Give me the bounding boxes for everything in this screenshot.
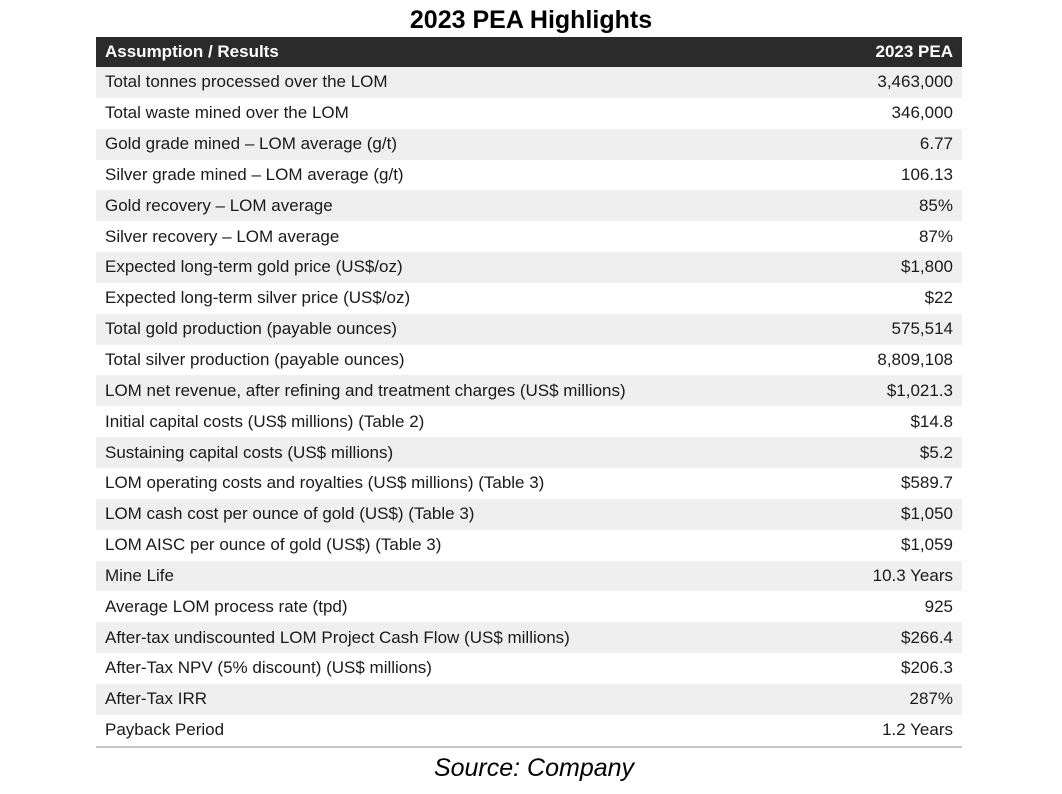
row-label: Mine Life [105, 565, 174, 585]
row-value: $1,021.3 [886, 380, 953, 400]
row-value: $14.8 [910, 411, 953, 431]
row-value: $206.3 [901, 658, 953, 678]
table-row: Payback Period 1.2 Years [96, 714, 962, 746]
row-label: LOM AISC per ounce of gold (US$) (Table … [105, 535, 442, 555]
table-body: Total tonnes processed over the LOM 3,463… [96, 67, 962, 746]
source-caption: Source: Company [433, 754, 635, 782]
table-row: After-tax undiscounted LOM Project Cash … [96, 622, 962, 654]
table-row: LOM net revenue, after refining and trea… [96, 375, 962, 407]
row-value: 1.2 Years [882, 720, 953, 740]
table-row: Average LOM process rate (tpd) 925 [96, 591, 962, 623]
table-bottom-rule [96, 745, 962, 748]
row-label: Total waste mined over the LOM [105, 103, 349, 123]
table-row: Sustaining capital costs (US$ millions) $… [96, 437, 962, 468]
table-row: Expected long-term silver price (US$/oz)… [96, 282, 962, 314]
row-label: Silver recovery – LOM average [105, 226, 340, 246]
table-row: Total tonnes processed over the LOM 3,463… [96, 67, 962, 98]
row-value: $589.7 [901, 473, 953, 493]
row-value: 3,463,000 [877, 72, 953, 92]
table-header: Assumption / Results 2023 PEA [96, 37, 962, 67]
row-label: Expected long-term silver price (US$/oz) [105, 288, 411, 308]
row-value: $1,800 [901, 257, 953, 277]
row-value: 87% [918, 226, 953, 246]
row-label: After-Tax NPV (5% discount) (US$ million… [105, 658, 432, 678]
row-value: $1,050 [901, 504, 953, 524]
table-row: LOM cash cost per ounce of gold (US$) (T… [96, 498, 962, 530]
row-value: 10.3 Years [872, 565, 953, 585]
header-2023-pea: 2023 PEA [875, 42, 954, 61]
row-value: 8,809,108 [877, 350, 953, 370]
row-label: After-Tax IRR [105, 689, 208, 709]
row-value: 575,514 [891, 319, 953, 339]
row-label: LOM cash cost per ounce of gold (US$) (T… [105, 504, 475, 524]
row-label: Initial capital costs (US$ millions) (Ta… [105, 411, 425, 431]
row-label: After-tax undiscounted LOM Project Cash … [105, 627, 570, 647]
table-row: Silver grade mined – LOM average (g/t) 10… [96, 159, 962, 191]
row-value: $1,059 [901, 535, 953, 555]
table-row: Initial capital costs (US$ millions) (Ta… [96, 406, 962, 438]
table-row: Silver recovery – LOM average 87% [96, 221, 962, 253]
row-value: $266.4 [901, 627, 953, 647]
row-label: Total tonnes processed over the LOM [105, 72, 388, 92]
row-label: LOM net revenue, after refining and trea… [105, 380, 626, 400]
page-title: 2023 PEA Highlights [409, 6, 653, 34]
row-label: Sustaining capital costs (US$ millions) [105, 442, 394, 462]
pea-highlights-table: Assumption / Results 2023 PEA Total tonn… [96, 37, 962, 748]
table-row: Total silver production (payable ounces)… [96, 344, 962, 376]
table-row: Gold recovery – LOM average 85% [96, 190, 962, 222]
table-row: LOM operating costs and royalties (US$ m… [96, 467, 962, 499]
row-value: 287% [909, 689, 953, 709]
row-label: Total silver production (payable ounces) [105, 350, 405, 370]
row-label: Gold grade mined – LOM average (g/t) [105, 134, 397, 154]
row-label: Expected long-term gold price (US$/oz) [105, 257, 403, 277]
row-value: 346,000 [891, 103, 953, 123]
header-assumption: Assumption / Results [105, 42, 279, 61]
table-row: Total gold production (payable ounces) 57… [96, 313, 962, 345]
row-label: Payback Period [105, 720, 225, 740]
row-label: Gold recovery – LOM average [105, 195, 333, 215]
row-value: 106.13 [901, 164, 953, 184]
row-label: LOM operating costs and royalties (US$ m… [105, 473, 545, 493]
row-label: Average LOM process rate (tpd) [105, 596, 348, 616]
row-value: 85% [918, 195, 953, 215]
row-label: Total gold production (payable ounces) [105, 319, 398, 339]
table-row: Expected long-term gold price (US$/oz) $1… [96, 252, 962, 283]
row-label: Silver grade mined – LOM average (g/t) [105, 164, 404, 184]
table-row: Gold grade mined – LOM average (g/t) 6.77 [96, 128, 962, 160]
row-value: $5.2 [919, 442, 953, 462]
table-row: After-Tax NPV (5% discount) (US$ million… [96, 653, 962, 684]
row-value: 925 [924, 596, 953, 616]
row-value: 6.77 [919, 134, 953, 154]
table-row: Mine Life 10.3 Years [96, 560, 962, 592]
table-row: Total waste mined over the LOM 346,000 [96, 97, 962, 129]
table-row: After-Tax IRR 287% [96, 683, 962, 715]
row-value: $22 [924, 288, 953, 308]
table-row: LOM AISC per ounce of gold (US$) (Table … [96, 529, 962, 561]
